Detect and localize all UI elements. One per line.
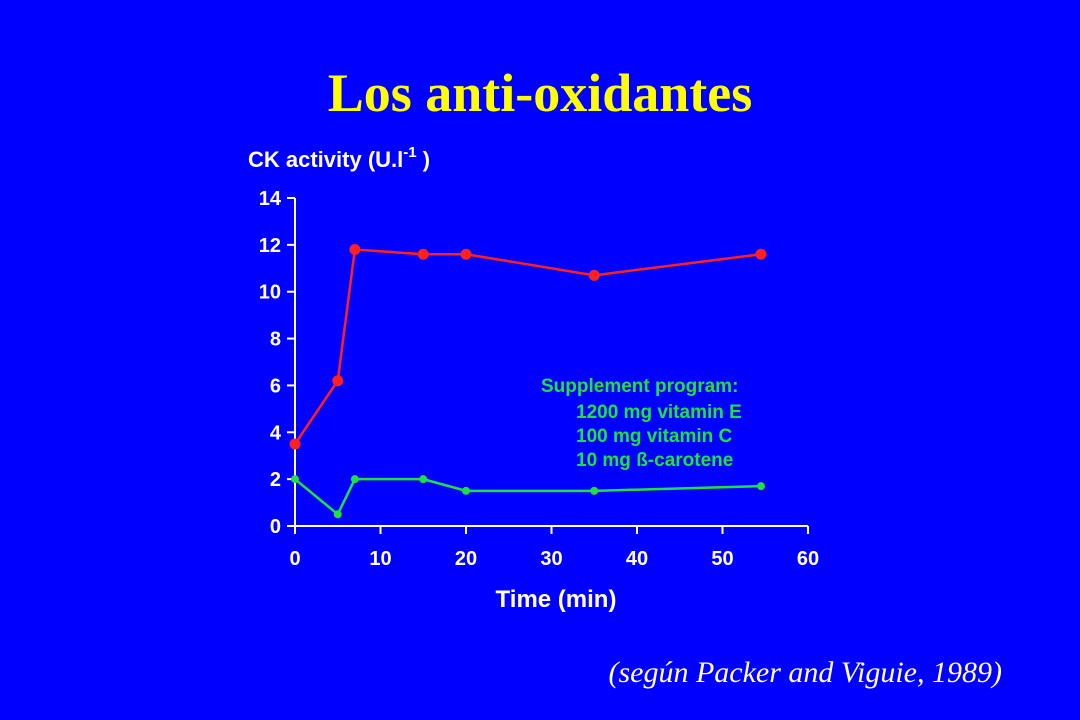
y-tick-label: 8	[270, 329, 281, 351]
y-tick-label: 6	[270, 375, 281, 397]
series-2-point	[462, 486, 470, 495]
slide-title: Los anti-oxidantes	[327, 63, 753, 123]
annotation-line: 100 mg vitamin C	[576, 426, 733, 447]
annotation-line: 10 mg ß-carotene	[576, 450, 733, 471]
series-2-point	[590, 486, 599, 495]
x-tick-label: 20	[455, 548, 477, 570]
x-tick-label: 40	[626, 548, 648, 570]
series-2-point	[333, 510, 342, 519]
citation: (según Packer and Viguie, 1989)	[608, 656, 1002, 689]
y-axis-label: CK activity (U.l-1 )	[248, 144, 430, 172]
series-1-point	[460, 248, 472, 260]
x-tick-label: 30	[540, 548, 562, 570]
y-tick-label: 10	[259, 282, 281, 304]
series-2-point	[350, 475, 359, 484]
series-2-point	[419, 475, 428, 484]
annotation-heading: Supplement program:	[541, 376, 738, 397]
series-1-point	[588, 269, 600, 281]
y-tick-label: 12	[259, 235, 281, 257]
x-tick-label: 60	[797, 548, 819, 570]
series-1-point	[755, 248, 767, 260]
series-1-point	[332, 375, 344, 387]
series-line-2	[294, 477, 762, 517]
series-1-point	[289, 438, 301, 450]
y-tick-label: 4	[270, 422, 282, 444]
series-2-point	[756, 482, 765, 491]
series-2-point	[291, 475, 299, 484]
series-1-point	[417, 248, 429, 260]
x-tick-label: 10	[369, 548, 391, 570]
x-axis-label: Time (min)	[496, 586, 617, 613]
x-tick-label: 50	[711, 548, 733, 570]
y-tick-label: 14	[259, 188, 282, 210]
x-tick-label: 0	[289, 548, 300, 570]
series-1-point	[349, 244, 361, 256]
y-tick-label: 2	[270, 469, 281, 491]
annotation-line: 1200 mg vitamin E	[576, 402, 742, 423]
y-tick-label: 0	[270, 516, 281, 538]
